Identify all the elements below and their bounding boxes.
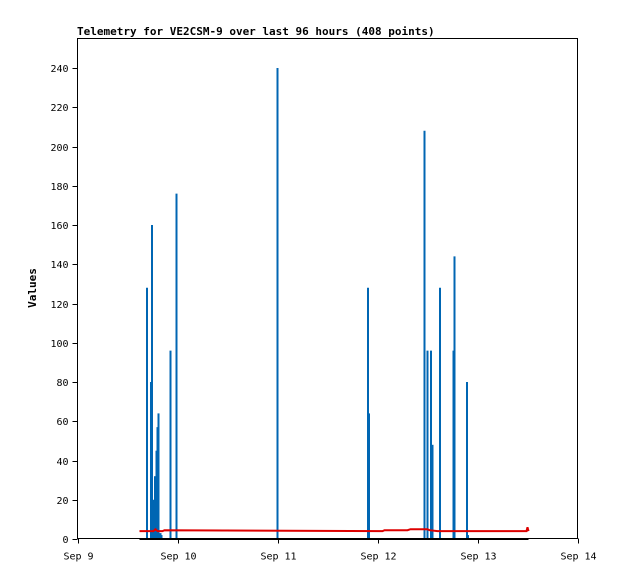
x-tick-label: Sep 10 — [160, 552, 196, 563]
series-layer — [139, 68, 530, 540]
x-axis: Sep 9 Sep 10 Sep 11 Sep 12 Sep 13 Sep 14 — [63, 538, 597, 563]
y-axis: 0 20 40 60 80 100 120 140 160 180 200 220 240 — [50, 64, 78, 546]
y-tick-label: 40 — [56, 457, 68, 468]
x-tick-label: Sep 11 — [260, 552, 296, 563]
y-tick-label: 180 — [50, 182, 68, 193]
chart-title: Telemetry for VE2CSM-9 over last 96 hour… — [77, 25, 435, 38]
x-tick-label: Sep 9 — [63, 552, 93, 563]
y-tick-label: 60 — [56, 417, 68, 428]
y-tick-label: 200 — [50, 143, 68, 154]
y-tick-label: 140 — [50, 260, 68, 271]
y-tick-label: 100 — [50, 339, 68, 350]
y-tick-label: 160 — [50, 221, 68, 232]
series-line — [139, 526, 530, 533]
y-tick-label: 20 — [56, 496, 68, 507]
x-tick-label: Sep 13 — [460, 552, 496, 563]
x-tick-label: Sep 12 — [360, 552, 396, 563]
y-tick-label: 0 — [62, 535, 68, 546]
y-tick-label: 220 — [50, 103, 68, 114]
y-axis-label: Values — [26, 268, 39, 308]
y-tick-label: 120 — [50, 300, 68, 311]
y-tick-label: 80 — [56, 378, 68, 389]
x-tick-label: Sep 14 — [560, 552, 596, 563]
y-tick-label: 240 — [50, 64, 68, 75]
